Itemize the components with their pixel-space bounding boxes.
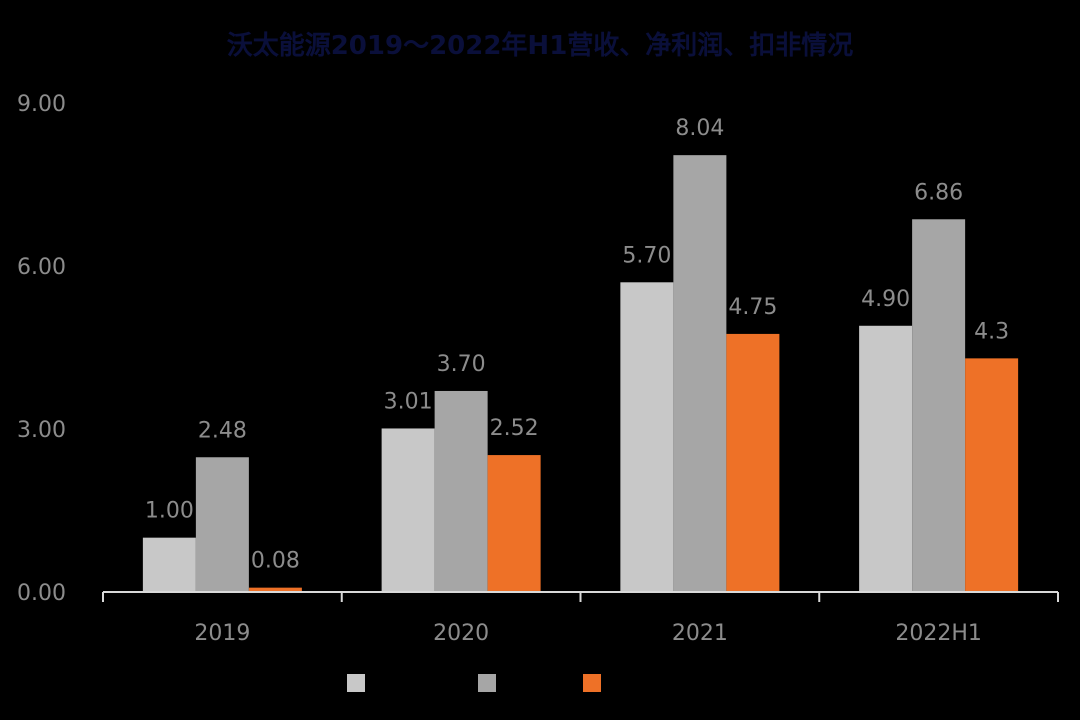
data-label: 8.04 [675, 116, 724, 141]
bar [859, 325, 913, 592]
bar [487, 455, 541, 592]
bars [142, 155, 1019, 593]
legend-swatch [347, 674, 365, 692]
bar [142, 537, 196, 592]
x-tick-label: 2020 [433, 621, 489, 646]
data-label: 0.08 [251, 549, 300, 574]
y-tick-label: 0.00 [17, 581, 66, 606]
x-axis: 2019 2020 2021 2022H1 [102, 591, 1059, 646]
y-tick-label: 6.00 [17, 255, 66, 280]
bar [620, 282, 674, 592]
chart-title: 沃太能源2019～2022年H1营收、净利润、扣非情况 [227, 30, 854, 61]
data-label: 6.86 [914, 180, 963, 205]
legend-swatch [583, 674, 601, 692]
legend [347, 674, 601, 692]
bar [965, 358, 1019, 592]
bar [726, 333, 780, 592]
value-labels: 1.00 2.48 0.08 3.013.70 2.52 5.70 8.04 4.75 4.90… [145, 116, 1009, 573]
bar [434, 390, 488, 592]
data-label: 4.3 [974, 319, 1009, 344]
data-label: 5.70 [622, 243, 671, 268]
x-tick-label: 2021 [672, 621, 728, 646]
data-label: 3.01 [384, 389, 433, 414]
data-label: 2.52 [490, 416, 539, 441]
bar [195, 457, 249, 592]
data-label: 3.70 [437, 352, 486, 377]
bar [912, 219, 966, 593]
bar [381, 428, 435, 592]
bar [248, 587, 302, 592]
data-label: 1.00 [145, 499, 194, 524]
y-tick-label: 3.00 [17, 418, 66, 443]
x-tick-label: 2019 [194, 621, 250, 646]
data-label: 4.90 [861, 287, 910, 312]
bar [673, 155, 727, 592]
data-label: 4.75 [728, 295, 777, 320]
x-tick-label: 2022H1 [895, 621, 982, 646]
y-tick-label: 9.00 [17, 92, 66, 117]
legend-swatch [478, 674, 496, 692]
data-label: 2.48 [198, 418, 247, 443]
y-axis: 0.00 3.00 6.00 9.00 [17, 92, 66, 606]
